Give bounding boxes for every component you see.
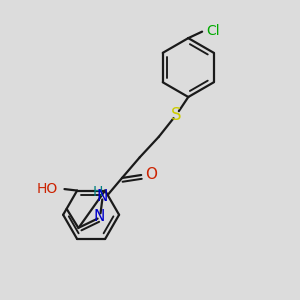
- Text: N: N: [97, 189, 108, 204]
- Text: HO: HO: [37, 182, 58, 196]
- Text: Cl: Cl: [206, 24, 220, 38]
- Text: O: O: [145, 167, 157, 182]
- Text: N: N: [93, 209, 105, 224]
- Text: S: S: [171, 106, 182, 124]
- Text: H: H: [93, 185, 103, 199]
